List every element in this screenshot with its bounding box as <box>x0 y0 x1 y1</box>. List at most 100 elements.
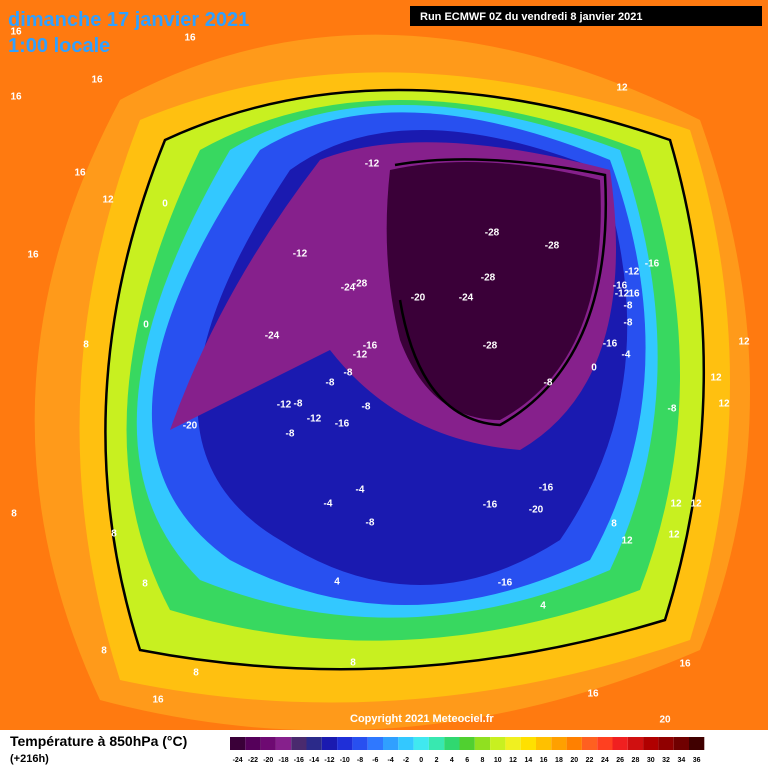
legend-swatch <box>505 737 521 750</box>
legend-label: -18 <box>278 757 288 764</box>
legend-swatch <box>367 737 383 750</box>
contour-label: -16 <box>335 419 350 430</box>
contour-label: 4 <box>540 601 546 612</box>
footer-title: Température à 850hPa (°C) <box>10 733 187 749</box>
contour-label: 8 <box>101 646 107 657</box>
contour-label: 16 <box>10 27 22 38</box>
legend-swatch <box>627 737 644 750</box>
legend-swatch <box>689 737 705 750</box>
legend-swatch <box>459 737 475 750</box>
legend-swatch <box>321 737 338 750</box>
legend-label: -22 <box>248 757 258 764</box>
contour-label: 12 <box>670 499 682 510</box>
legend-label: 8 <box>480 757 484 764</box>
contour-label: 20 <box>659 715 671 726</box>
contour-label: 12 <box>616 83 628 94</box>
contour-label: -20 <box>183 421 198 432</box>
contour-label: 8 <box>111 529 117 540</box>
legend-label: 2 <box>435 757 439 764</box>
contour-label: 12 <box>668 530 680 541</box>
legend-label: 26 <box>616 757 624 764</box>
contour-line <box>394 158 607 427</box>
legend-swatch <box>230 737 246 750</box>
legend-label: 18 <box>555 757 563 764</box>
contour-label: -4 <box>324 499 333 510</box>
legend-swatch <box>658 737 674 750</box>
contour-label: -28 <box>481 273 496 284</box>
legend-swatch <box>490 737 506 750</box>
legend-label: 28 <box>632 757 640 764</box>
contour-label: -8 <box>362 402 371 413</box>
legend-swatch <box>413 737 429 750</box>
contour-label: -12 <box>615 289 630 300</box>
contour-label: 16 <box>587 689 599 700</box>
legend-swatch <box>444 737 460 750</box>
contour-label: 16 <box>679 659 691 670</box>
legend-label: -12 <box>324 757 334 764</box>
legend-label: -16 <box>294 757 304 764</box>
run-banner <box>410 6 762 26</box>
legend-label: 30 <box>647 757 655 764</box>
legend-label: 16 <box>540 757 548 764</box>
legend-label: 4 <box>450 757 454 764</box>
contour-label: -28 <box>353 279 368 290</box>
contour-label: -8 <box>294 399 303 410</box>
contour-label: 8 <box>350 658 356 669</box>
contour-label: -16 <box>363 341 378 352</box>
contour-label: -8 <box>286 429 295 440</box>
contour-line <box>104 88 706 671</box>
contour-label: 8 <box>193 668 199 679</box>
time: 1:00 locale <box>8 35 110 57</box>
contour-label: -24 <box>265 331 280 342</box>
legend-swatch <box>597 737 613 750</box>
legend-swatch <box>566 737 582 750</box>
legend-swatch <box>337 737 353 750</box>
legend-label: -4 <box>388 757 394 764</box>
legend-swatch <box>352 737 368 750</box>
contour-label: 12 <box>621 536 633 547</box>
contour-label: 16 <box>628 289 640 300</box>
contour-label: 0 <box>591 363 597 374</box>
contour-label: -8 <box>624 318 633 329</box>
contour-label: 8 <box>142 579 148 590</box>
contour-label: -16 <box>603 339 618 350</box>
contour-label: -4 <box>356 485 365 496</box>
legend-label: 12 <box>509 757 517 764</box>
legend-label: -10 <box>340 757 350 764</box>
legend-label: -2 <box>403 757 409 764</box>
contour-label: 12 <box>690 499 702 510</box>
contour-label: -12 <box>365 159 380 170</box>
legend-label: 14 <box>524 757 532 764</box>
contour-label: 16 <box>152 695 164 706</box>
legend-label: -8 <box>357 757 363 764</box>
legend-label: 0 <box>419 757 423 764</box>
legend-label: 36 <box>693 757 701 764</box>
contour-label: -20 <box>411 293 426 304</box>
contour-label: -8 <box>624 301 633 312</box>
contour-label: -8 <box>344 368 353 379</box>
legend-swatch <box>260 737 276 750</box>
contour-label: 16 <box>27 250 39 261</box>
legend-swatch <box>245 737 261 750</box>
legend-label: 22 <box>586 757 594 764</box>
contour-label: 16 <box>184 33 196 44</box>
legend-swatch <box>551 737 567 750</box>
contour-label: -12 <box>353 350 368 361</box>
run-text: Run ECMWF 0Z du vendredi 8 janvier 2021 <box>420 11 643 23</box>
contour-label: -16 <box>539 483 554 494</box>
contour-label: 16 <box>74 168 86 179</box>
legend-swatch <box>428 737 445 750</box>
legend-swatch <box>643 737 659 750</box>
contour-label: -24 <box>341 283 356 294</box>
contour-label: -12 <box>307 414 322 425</box>
legend-swatch <box>291 737 307 750</box>
legend-swatch <box>398 737 414 750</box>
legend-label: 34 <box>677 757 685 764</box>
contour-label: 16 <box>91 75 103 86</box>
contour-label: 0 <box>162 199 168 210</box>
contour-label: 12 <box>710 373 722 384</box>
legend: -24 -22 -20 -18 -16 -14 -12 -10 -8 -6 -4 -2 0 2 4 6 8 10 1… <box>230 737 705 764</box>
contour-label: -8 <box>366 518 375 529</box>
legend-swatch <box>581 737 598 750</box>
